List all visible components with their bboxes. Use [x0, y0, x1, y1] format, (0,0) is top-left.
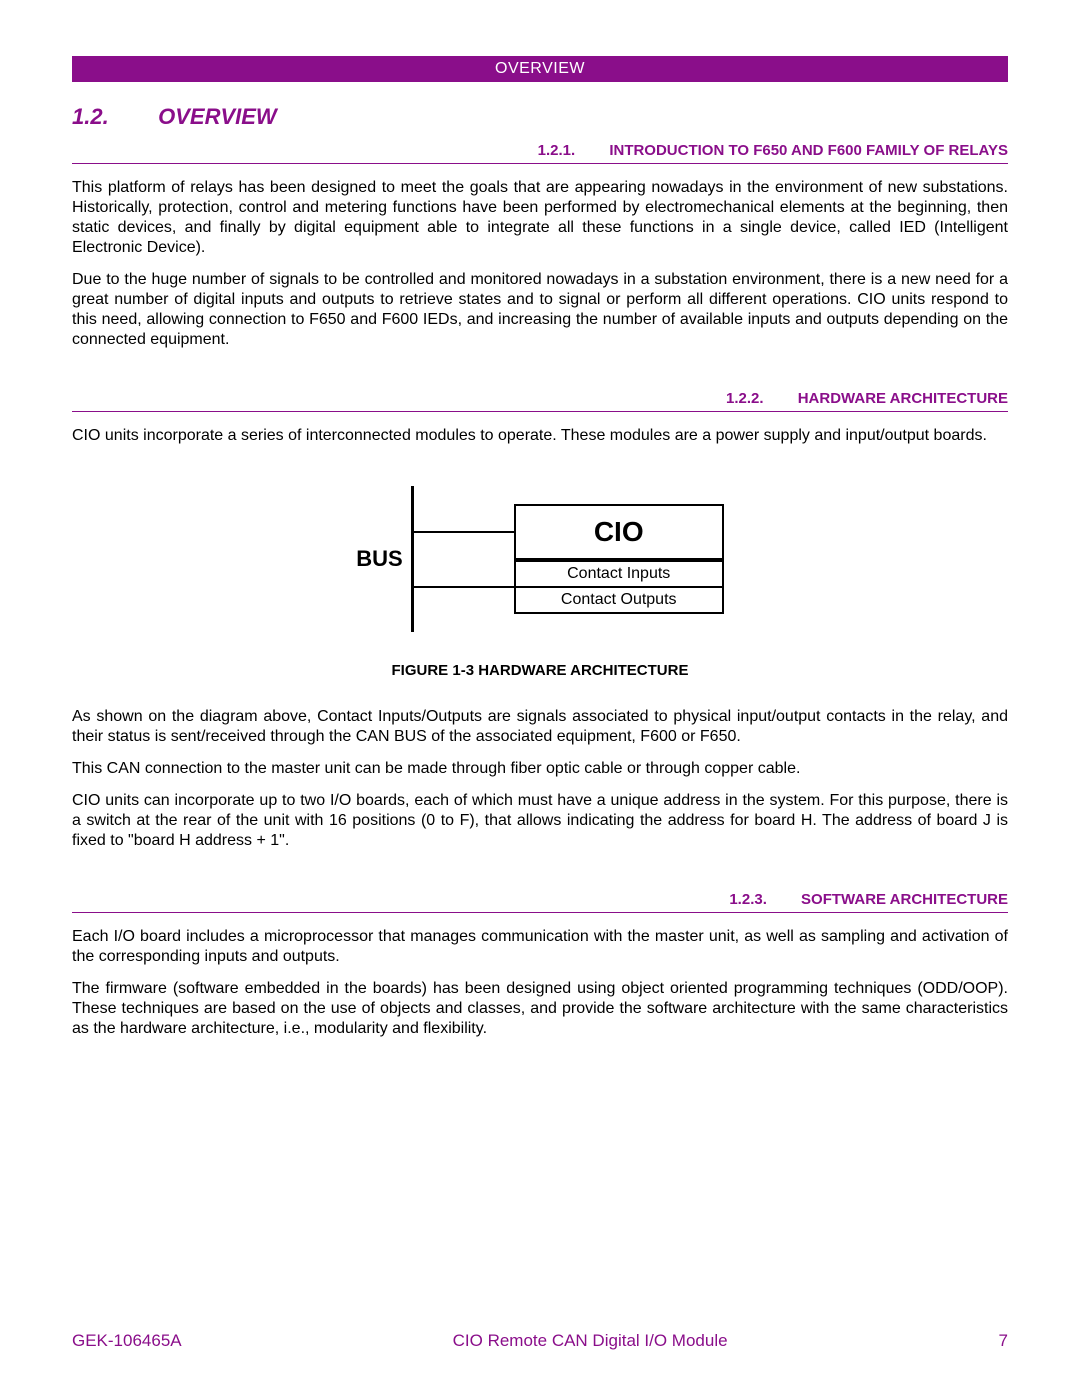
footer-doc-id: GEK-106465A [72, 1331, 182, 1351]
diagram-bus-label: BUS [356, 486, 410, 632]
sub1-para2: Due to the huge number of signals to be … [72, 270, 1008, 350]
hardware-diagram: BUS CIO Contact Inputs Contact Outputs [72, 486, 1008, 632]
footer-page-number: 7 [999, 1331, 1008, 1351]
subsection-2-title: HARDWARE ARCHITECTURE [798, 390, 1008, 407]
subsection-2-number: 1.2.2. [726, 390, 764, 407]
sub1-para1: This platform of relays has been designe… [72, 178, 1008, 258]
sub3-para1: Each I/O board includes a microprocessor… [72, 927, 1008, 967]
sub2-para1: CIO units incorporate a series of interc… [72, 426, 1008, 446]
diagram-connector-top [414, 504, 514, 558]
sub2-para3: This CAN connection to the master unit c… [72, 759, 1008, 779]
subsection-1-title: INTRODUCTION TO F650 AND F600 FAMILY OF … [609, 142, 1008, 159]
page-footer: GEK-106465A CIO Remote CAN Digital I/O M… [72, 1331, 1008, 1351]
page-header-bar: OVERVIEW [72, 56, 1008, 82]
diagram-connector-bottom [414, 558, 514, 614]
subsection-3-number: 1.2.3. [729, 891, 767, 908]
section-title-text: OVERVIEW [158, 104, 277, 129]
subsection-3-header: 1.2.3. SOFTWARE ARCHITECTURE [72, 891, 1008, 913]
section-number: 1.2. [72, 104, 152, 130]
section-title: 1.2. OVERVIEW [72, 104, 1008, 130]
sub2-para4: CIO units can incorporate up to two I/O … [72, 791, 1008, 851]
figure-caption: FIGURE 1-3 HARDWARE ARCHITECTURE [72, 662, 1008, 679]
subsection-1-number: 1.2.1. [538, 142, 576, 159]
footer-doc-title: CIO Remote CAN Digital I/O Module [453, 1331, 728, 1351]
diagram-box-title: CIO [516, 506, 722, 558]
diagram-row-contact-inputs: Contact Inputs [516, 560, 722, 586]
diagram-row-contact-outputs: Contact Outputs [516, 586, 722, 612]
subsection-2-header: 1.2.2. HARDWARE ARCHITECTURE [72, 390, 1008, 412]
sub2-para2: As shown on the diagram above, Contact I… [72, 707, 1008, 747]
subsection-1-header: 1.2.1. INTRODUCTION TO F650 AND F600 FAM… [72, 142, 1008, 164]
sub3-para2: The firmware (software embedded in the b… [72, 979, 1008, 1039]
subsection-3-title: SOFTWARE ARCHITECTURE [801, 891, 1008, 908]
